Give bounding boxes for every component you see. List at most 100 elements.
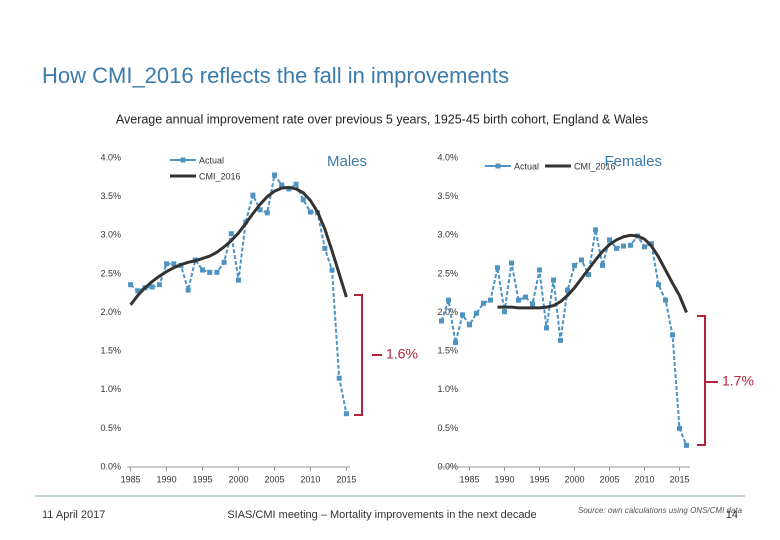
- bracket: [697, 315, 706, 446]
- data-point: [446, 297, 451, 303]
- data-point: [509, 260, 514, 266]
- data-point: [214, 269, 220, 275]
- data-point: [439, 318, 444, 324]
- y-tick-label: 3.5%: [100, 191, 121, 201]
- data-point: [558, 337, 563, 343]
- data-point: [495, 265, 500, 271]
- footer-page: 14: [726, 509, 738, 521]
- annotation: 1.6%: [386, 346, 418, 362]
- data-point: [586, 272, 591, 278]
- data-point: [663, 297, 668, 303]
- data-point: [128, 282, 134, 288]
- data-point: [228, 231, 234, 237]
- y-tick-label: 0.5%: [437, 423, 458, 433]
- data-point: [307, 209, 313, 215]
- data-point: [502, 309, 507, 315]
- x-tick-label: 2010: [300, 474, 320, 484]
- footer-event: SIAS/CMI meeting – Mortality improvement…: [227, 509, 536, 521]
- cmi-line: [497, 233, 688, 314]
- y-tick-label: 0.0%: [100, 461, 121, 471]
- data-point: [677, 425, 682, 431]
- slide-subtitle: Average annual improvement rate over pre…: [116, 112, 648, 126]
- x-tick-label: 1990: [494, 474, 514, 484]
- data-point: [607, 237, 612, 243]
- y-tick-label: 1.0%: [437, 384, 458, 394]
- data-point: [286, 186, 292, 192]
- x-tick-label: 1995: [529, 474, 549, 484]
- data-point: [670, 332, 675, 338]
- x-tick-label: 1995: [193, 474, 213, 484]
- legend-label: Actual: [514, 161, 539, 171]
- data-point: [593, 227, 598, 233]
- data-point: [185, 287, 191, 293]
- data-point: [551, 277, 556, 283]
- data-point: [460, 312, 465, 318]
- data-point: [164, 261, 170, 267]
- data-point: [579, 257, 584, 263]
- chart-title: Females: [604, 153, 662, 170]
- y-tick-label: 1.5%: [437, 346, 458, 356]
- y-tick-label: 1.5%: [100, 346, 121, 356]
- data-point: [200, 267, 206, 273]
- data-point: [530, 301, 535, 307]
- annotation: 1.7%: [722, 373, 754, 389]
- data-point: [149, 284, 155, 290]
- y-tick-label: 4.0%: [437, 152, 458, 162]
- data-point: [453, 340, 458, 346]
- data-point: [279, 182, 285, 188]
- data-point: [614, 245, 619, 251]
- legend-label: CMI_2016: [574, 161, 616, 171]
- y-tick-label: 3.0%: [437, 230, 458, 240]
- data-point: [621, 243, 626, 249]
- data-point: [572, 262, 577, 268]
- y-tick-label: 1.0%: [100, 384, 121, 394]
- data-point: [642, 244, 647, 250]
- data-point: [329, 267, 335, 273]
- y-tick-label: 3.5%: [437, 191, 458, 201]
- data-point: [544, 325, 549, 331]
- data-point: [523, 294, 528, 300]
- x-tick-label: 1985: [459, 474, 479, 484]
- data-point: [300, 197, 306, 203]
- actual-line: [129, 172, 348, 414]
- slide-title: How CMI_2016 reflects the fall in improv…: [42, 63, 509, 88]
- y-tick-label: 2.0%: [100, 307, 121, 317]
- x-tick-label: 2000: [564, 474, 584, 484]
- data-point: [264, 210, 270, 216]
- footer-source: Source: own calculations using ONS/CMI d…: [578, 506, 743, 515]
- data-point: [343, 411, 349, 417]
- x-tick-label: 2010: [634, 474, 654, 484]
- data-point: [257, 207, 263, 213]
- y-tick-label: 0.5%: [100, 423, 121, 433]
- x-tick-label: 2005: [264, 474, 284, 484]
- data-point: [271, 172, 277, 178]
- x-tick-label: 2005: [599, 474, 619, 484]
- data-point: [565, 287, 570, 293]
- bracket: [354, 294, 363, 416]
- y-tick-label: 4.0%: [100, 152, 121, 162]
- x-tick-label: 2000: [228, 474, 248, 484]
- data-point: [649, 241, 654, 247]
- data-point: [537, 267, 542, 273]
- data-point: [516, 297, 521, 303]
- y-tick-label: 2.0%: [437, 307, 458, 317]
- data-point: [236, 277, 241, 283]
- legend-marker: [495, 163, 501, 169]
- x-tick-label: 2015: [336, 474, 356, 484]
- y-tick-label: 2.5%: [437, 268, 458, 278]
- data-point: [481, 300, 486, 306]
- legend-label: Actual: [199, 155, 224, 165]
- data-point: [207, 269, 213, 275]
- data-point: [171, 261, 177, 267]
- actual-line: [440, 229, 688, 446]
- footer-date: 11 April 2017: [42, 509, 105, 521]
- data-point: [474, 310, 479, 316]
- chart-title: Males: [327, 153, 367, 170]
- legend-label: CMI_2016: [199, 171, 241, 181]
- data-point: [628, 242, 633, 248]
- y-tick-label: 2.5%: [100, 268, 121, 278]
- data-point: [322, 245, 328, 251]
- data-point: [156, 282, 162, 288]
- data-point: [293, 181, 299, 187]
